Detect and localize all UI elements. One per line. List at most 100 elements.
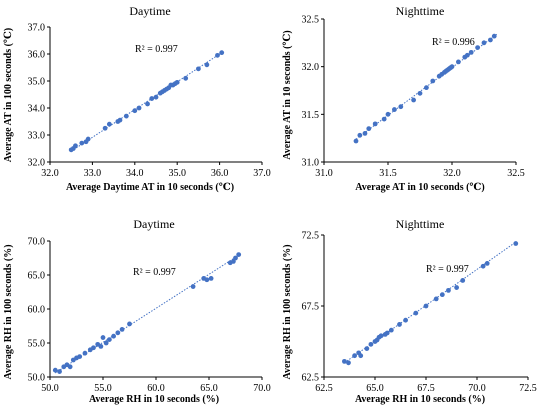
data-point xyxy=(174,79,180,85)
data-point xyxy=(342,358,347,364)
data-point xyxy=(119,327,125,332)
data-point xyxy=(384,330,390,336)
panel-nighttime-rh: Nighttime 62.5 65.0 67.5 70.0 72.5 62.5 67.5 72… xyxy=(282,217,537,405)
data-point xyxy=(67,364,73,370)
data-point xyxy=(372,121,378,127)
data-point xyxy=(424,85,429,91)
data-point xyxy=(397,322,402,327)
y-axis-label: Average RH in 100 seconds (%) xyxy=(3,244,14,379)
x-tick-label: 70.0 xyxy=(468,383,486,394)
data-point xyxy=(204,277,210,283)
data-point xyxy=(417,90,423,96)
data-point xyxy=(346,360,351,366)
data-point xyxy=(358,353,364,359)
data-point xyxy=(52,367,58,373)
data-point xyxy=(91,345,96,351)
x-tick-label: 32.0 xyxy=(443,168,461,179)
data-point xyxy=(392,107,397,112)
r2-annotation: R² = 0.997 xyxy=(426,264,469,275)
data-point xyxy=(352,353,357,359)
x-tick-label: 62.5 xyxy=(315,383,333,394)
data-point xyxy=(413,310,419,316)
data-point xyxy=(449,64,455,70)
data-point xyxy=(433,296,439,302)
data-point xyxy=(190,284,196,289)
data-point xyxy=(364,346,370,351)
data-point xyxy=(82,350,88,356)
y-tick-label: 35.0 xyxy=(28,77,46,88)
data-point xyxy=(73,143,78,149)
panel-title: Daytime xyxy=(129,4,170,18)
plot-area: 50.0 55.0 60.0 65.0 70.0 50.0 55.0 60.0 65.0 70.0 xyxy=(28,237,271,395)
data-point xyxy=(127,321,132,327)
data-point xyxy=(513,241,519,246)
panel-title: Daytime xyxy=(133,217,174,231)
y-tick-label: 32.5 xyxy=(302,15,320,26)
data-point xyxy=(464,52,470,58)
data-point xyxy=(403,317,408,323)
x-tick-label: 67.5 xyxy=(417,383,435,394)
y-tick-label: 31.0 xyxy=(302,158,320,169)
plot-area: 62.5 65.0 67.5 70.0 72.5 62.5 67.5 72.5 xyxy=(302,231,537,395)
panel-title: Nighttime xyxy=(396,4,445,18)
data-point xyxy=(111,333,116,339)
data-point xyxy=(123,113,129,119)
y-tick-label: 70.0 xyxy=(28,237,46,248)
data-point xyxy=(233,255,238,261)
data-point xyxy=(145,101,150,107)
data-point xyxy=(115,330,121,336)
data-point xyxy=(398,104,404,110)
data-point xyxy=(481,40,487,46)
data-point xyxy=(100,335,106,340)
x-axis-label: Average AT in 10 seconds (℃) xyxy=(355,182,484,193)
data-point xyxy=(378,333,384,339)
data-point xyxy=(117,117,123,123)
data-point xyxy=(484,261,490,266)
data-point xyxy=(446,287,451,293)
data-point xyxy=(368,341,374,347)
x-tick-label: 31.5 xyxy=(379,168,397,179)
y-tick-label: 72.5 xyxy=(302,231,320,242)
data-point xyxy=(183,75,189,81)
x-tick-label: 60.0 xyxy=(147,383,165,394)
data-point xyxy=(366,126,372,132)
x-tick-label: 37.0 xyxy=(253,168,271,179)
data-point xyxy=(153,94,159,100)
data-point xyxy=(456,59,461,65)
data-point xyxy=(460,278,466,283)
x-tick-label: 55.0 xyxy=(94,383,112,394)
plot-area: 32.0 33.0 34.0 35.0 36.0 37.0 32.0 33.0 34.0 35.0… xyxy=(28,23,271,180)
y-tick-label: 32.0 xyxy=(28,158,46,169)
r2-annotation: R² = 0.996 xyxy=(432,37,475,48)
y-axis-label: Average AT in 10 seconds (℃) xyxy=(282,30,293,159)
data-point xyxy=(132,108,138,114)
y-tick-label: 60.0 xyxy=(28,305,46,316)
data-point xyxy=(149,96,155,101)
data-point xyxy=(102,125,108,131)
data-point xyxy=(103,340,109,346)
x-axis-label: Average RH in 10 seconds (%) xyxy=(89,394,219,405)
data-point xyxy=(98,344,104,349)
data-point xyxy=(79,140,85,146)
data-point xyxy=(106,121,112,127)
data-point xyxy=(204,62,210,68)
x-tick-label: 65.0 xyxy=(200,383,218,394)
x-tick-label: 65.0 xyxy=(366,383,384,394)
x-tick-label: 32.0 xyxy=(41,168,59,179)
data-point xyxy=(136,105,142,111)
data-point xyxy=(385,111,391,117)
data-point xyxy=(196,66,201,72)
x-tick-label: 50.0 xyxy=(41,383,59,394)
data-point xyxy=(411,97,416,103)
panel-daytime-at: Daytime 32.0 33.0 34.0 35.0 36.0 37.0 32.0 33.0… xyxy=(3,4,271,193)
x-tick-label: 31.0 xyxy=(315,168,333,179)
data-point xyxy=(388,327,394,333)
x-tick-label: 35.0 xyxy=(168,168,186,179)
x-tick-label: 70.0 xyxy=(253,383,271,394)
y-axis-label: Average RH in 100 seconds (%) xyxy=(282,244,293,379)
y-tick-label: 32.0 xyxy=(302,62,320,73)
plot-area: 31.0 31.5 32.0 32.5 31.0 31.5 32.0 32.5 xyxy=(302,15,525,180)
data-point xyxy=(475,45,480,50)
x-tick-label: 72.5 xyxy=(519,383,537,394)
data-point xyxy=(353,138,359,144)
